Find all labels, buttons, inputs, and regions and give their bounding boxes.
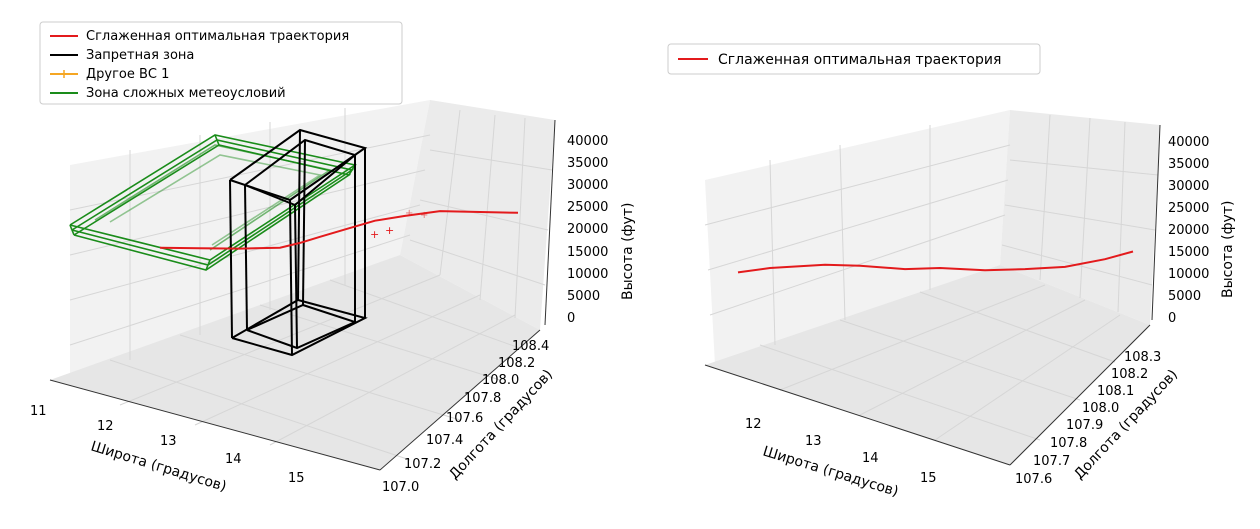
left-legend-label: Запретная зона	[86, 48, 194, 63]
right-z-tick: 5000	[1168, 289, 1201, 304]
left-x-tick: 14	[225, 452, 242, 467]
left-y-tick: 108.4	[512, 339, 549, 354]
left-legend-label: Другое ВС 1	[86, 67, 169, 82]
left-z-tick: 30000	[567, 178, 608, 193]
right-y-ticks: 107.6 107.7 107.8 107.9 108.0 108.1 108.…	[1015, 350, 1161, 487]
right-x-label: Широта (градусов)	[761, 444, 900, 501]
left-restricted-zone	[229, 128, 368, 357]
left-z-ticks: 0 5000 10000 15000 20000 25000 30000 350…	[567, 134, 608, 326]
right-y-tick: 107.6	[1015, 472, 1052, 487]
right-z-label: Высота (фут)	[1220, 201, 1236, 298]
right-z-tick: 10000	[1168, 267, 1209, 282]
right-y-tick: 108.0	[1082, 401, 1119, 416]
left-side-pane	[400, 100, 555, 330]
right-z-ticks: 0 5000 10000 15000 20000 25000 30000 350…	[1168, 135, 1209, 326]
right-z-tick: 25000	[1168, 201, 1209, 216]
right-y-tick: 108.1	[1097, 384, 1134, 399]
left-y-ticks: 107.0 107.2 107.4 107.6 107.8 108.0 108.…	[382, 339, 549, 495]
right-y-tick: 108.2	[1111, 367, 1148, 382]
right-y-tick: 107.9	[1066, 418, 1103, 433]
right-z-tick: 40000	[1168, 135, 1209, 150]
right-legend-label: Сглаженная оптимальная траектория	[718, 52, 1001, 68]
right-y-tick: 108.3	[1124, 350, 1161, 365]
left-x-tick: 11	[30, 404, 47, 419]
left-z-tick: 0	[567, 311, 575, 326]
svg-text:+: +	[420, 210, 428, 221]
left-x-tick: 13	[160, 434, 177, 449]
left-y-tick: 107.8	[464, 391, 501, 406]
left-z-tick: 5000	[567, 289, 600, 304]
right-legend: Сглаженная оптимальная траектория	[667, 43, 1041, 75]
right-axes	[704, 124, 1161, 466]
left-trajectory-line	[159, 210, 519, 250]
right-y-tick: 107.7	[1033, 454, 1070, 469]
left-y-tick: 108.0	[482, 373, 519, 388]
right-back-pane	[705, 110, 1010, 365]
left-z-tick: 10000	[567, 267, 608, 282]
left-gridlines	[69, 108, 553, 461]
svg-text:+: +	[405, 208, 413, 219]
right-x-tick: 14	[862, 451, 879, 466]
left-x-tick: 12	[97, 419, 114, 434]
left-other-aircraft: + + + +	[370, 208, 428, 241]
right-z-tick: 35000	[1168, 157, 1209, 172]
left-y-tick: 107.6	[446, 411, 483, 426]
svg-text:+: +	[385, 224, 394, 237]
left-z-tick: 20000	[567, 222, 608, 237]
right-z-tick: 30000	[1168, 179, 1209, 194]
svg-text:+: +	[370, 228, 379, 241]
left-y-tick: 107.4	[426, 433, 463, 448]
left-y-tick: 107.2	[404, 457, 441, 472]
left-x-label: Широта (градусов)	[89, 439, 228, 496]
left-axes	[49, 119, 556, 471]
left-z-tick: 35000	[567, 156, 608, 171]
left-legend-label: Зона сложных метеоусловий	[86, 86, 286, 101]
right-y-tick: 107.8	[1050, 436, 1087, 451]
chart-right: 12 13 14 15 Широта (градусов) 107.6 107.…	[667, 43, 1236, 501]
left-x-tick: 15	[288, 471, 305, 486]
left-z-tick: 25000	[567, 200, 608, 215]
left-z-label: Высота (фут)	[620, 203, 636, 300]
right-z-tick: 15000	[1168, 245, 1209, 260]
right-x-tick: 12	[745, 417, 762, 432]
right-trajectory-line	[737, 250, 1134, 274]
left-z-tick: 40000	[567, 134, 608, 149]
right-x-ticks: 12 13 14 15	[745, 417, 937, 486]
left-z-tick: 15000	[567, 245, 608, 260]
left-y-tick: 107.0	[382, 480, 419, 495]
chart-left: + + + + 11 12 13 14 15 Широта (градусов)…	[30, 21, 636, 496]
left-legend: Сглаженная оптимальная траектория Запрет…	[39, 21, 403, 105]
right-x-tick: 15	[920, 471, 937, 486]
left-y-tick: 108.2	[498, 356, 535, 371]
right-z-tick: 0	[1168, 311, 1176, 326]
right-floor-pane	[705, 265, 1150, 465]
left-x-ticks: 11 12 13 14 15	[30, 404, 305, 486]
left-floor-pane	[50, 255, 540, 470]
left-legend-label: Сглаженная оптимальная траектория	[86, 29, 349, 44]
right-x-tick: 13	[805, 434, 822, 449]
left-back-pane	[70, 100, 430, 385]
right-z-tick: 20000	[1168, 223, 1209, 238]
